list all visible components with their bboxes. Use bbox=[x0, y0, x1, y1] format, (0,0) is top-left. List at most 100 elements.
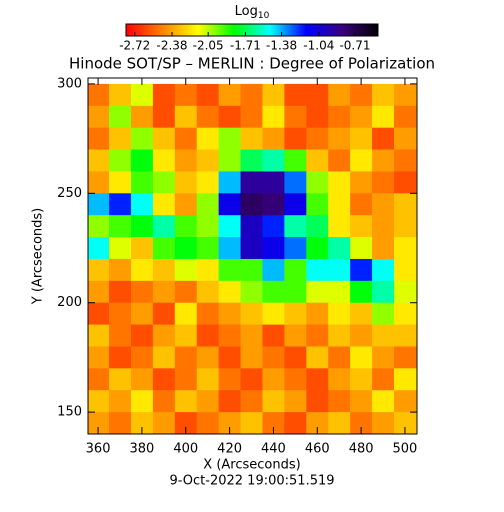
heatmap-cell bbox=[306, 280, 329, 304]
heatmap-cell bbox=[109, 105, 132, 129]
heatmap-cell bbox=[372, 237, 395, 260]
colorbar-label: Log10 bbox=[235, 4, 270, 21]
heatmap-cell bbox=[240, 324, 263, 347]
x-axis-label: X (Arcseconds) bbox=[203, 458, 300, 473]
x-tick-label: 460 bbox=[305, 442, 330, 457]
heatmap-cell bbox=[372, 171, 395, 194]
heatmap-cell bbox=[328, 127, 351, 151]
y-tick-label: 200 bbox=[57, 295, 82, 310]
heatmap-cell bbox=[174, 193, 198, 216]
heatmap-cell bbox=[88, 412, 110, 435]
heatmap-cell bbox=[152, 346, 176, 369]
heatmap-cell bbox=[152, 215, 176, 238]
heatmap-cell bbox=[174, 302, 198, 326]
heatmap-cell bbox=[196, 302, 220, 326]
heatmap-cell bbox=[393, 83, 417, 107]
heatmap-cell bbox=[109, 149, 132, 172]
heatmap-cell bbox=[109, 302, 132, 326]
heatmap-cell bbox=[306, 346, 329, 369]
heatmap-cell bbox=[284, 171, 307, 194]
heatmap-cell bbox=[218, 346, 242, 369]
x-tick-label: 500 bbox=[393, 442, 418, 457]
heatmap-cell bbox=[88, 302, 110, 326]
heatmap-cell bbox=[240, 346, 263, 369]
heatmap-cell bbox=[218, 368, 242, 391]
heatmap-cell bbox=[109, 127, 132, 151]
heatmap-cell bbox=[306, 258, 329, 282]
heatmap-cell bbox=[109, 368, 132, 391]
heatmap-cell bbox=[393, 346, 417, 369]
heatmap-cell bbox=[174, 412, 198, 435]
heatmap-cell bbox=[109, 258, 132, 282]
heatmap-cell bbox=[130, 105, 154, 129]
heatmap-cell bbox=[218, 193, 242, 216]
heatmap-cell bbox=[196, 83, 220, 107]
heatmap-cell bbox=[240, 302, 263, 326]
heatmap-cell bbox=[262, 390, 285, 413]
heatmap-cell bbox=[240, 105, 263, 129]
heatmap-cell bbox=[88, 171, 110, 194]
heatmap-cell bbox=[372, 149, 395, 172]
heatmap-cell bbox=[262, 83, 285, 107]
heatmap-cell bbox=[393, 368, 417, 391]
heatmap-cell bbox=[88, 105, 110, 129]
heatmap-cell bbox=[393, 390, 417, 413]
heatmap-cell bbox=[88, 215, 110, 238]
heatmap-cell bbox=[218, 127, 242, 151]
heatmap-cell bbox=[174, 280, 198, 304]
heatmap-cell bbox=[130, 280, 154, 304]
heatmap-cell bbox=[350, 324, 373, 347]
heatmap-cell bbox=[218, 215, 242, 238]
heatmap-cell bbox=[196, 412, 220, 435]
heatmap-cell bbox=[284, 193, 307, 216]
heatmap-cell bbox=[328, 368, 351, 391]
heatmap-cell bbox=[130, 149, 154, 172]
heatmap-cell bbox=[174, 237, 198, 260]
heatmap-cell bbox=[328, 83, 351, 107]
heatmap-cell bbox=[196, 149, 220, 172]
heatmap-cell bbox=[240, 258, 263, 282]
x-tick-label: 360 bbox=[86, 442, 111, 457]
heatmap-cell bbox=[393, 258, 417, 282]
heatmap-cell bbox=[284, 127, 307, 151]
colorbar-label-main: Log bbox=[235, 4, 258, 19]
heatmap-cell bbox=[218, 237, 242, 260]
heatmap-cell bbox=[262, 105, 285, 129]
heatmap-cell bbox=[372, 346, 395, 369]
heatmap-cell bbox=[130, 302, 154, 326]
heatmap-cell bbox=[393, 412, 417, 435]
heatmap-cell bbox=[196, 258, 220, 282]
heatmap-cell bbox=[350, 368, 373, 391]
colorbar-tick-label: -1.71 bbox=[230, 39, 261, 53]
heatmap-cell bbox=[130, 368, 154, 391]
heatmap-cell bbox=[196, 390, 220, 413]
heatmap-cell bbox=[372, 368, 395, 391]
heatmap-cell bbox=[109, 346, 132, 369]
heatmap-cell bbox=[393, 237, 417, 260]
heatmap-cell bbox=[218, 105, 242, 129]
heatmap-cell bbox=[130, 412, 154, 435]
heatmap-cell bbox=[284, 215, 307, 238]
colorbar-tick-label: -1.38 bbox=[266, 39, 297, 53]
heatmap-cell bbox=[328, 324, 351, 347]
heatmap-cell bbox=[152, 105, 176, 129]
heatmap-cell bbox=[284, 390, 307, 413]
colorbar-tick-label: -0.71 bbox=[339, 39, 370, 53]
heatmap-cell bbox=[196, 215, 220, 238]
heatmap-cell bbox=[88, 368, 110, 391]
heatmap-cell bbox=[284, 280, 307, 304]
heatmap-cell bbox=[350, 193, 373, 216]
heatmap-cell bbox=[372, 105, 395, 129]
heatmap-cell bbox=[284, 302, 307, 326]
x-tick-label: 440 bbox=[261, 442, 286, 457]
heatmap-cell bbox=[372, 280, 395, 304]
heatmap-cell bbox=[350, 302, 373, 326]
heatmap-cell bbox=[218, 280, 242, 304]
heatmap-cell bbox=[196, 346, 220, 369]
heatmap-cell bbox=[196, 237, 220, 260]
heatmap-cell bbox=[130, 127, 154, 151]
heatmap-cell bbox=[306, 215, 329, 238]
heatmap-cell bbox=[284, 83, 307, 107]
heatmap-cell bbox=[328, 412, 351, 435]
